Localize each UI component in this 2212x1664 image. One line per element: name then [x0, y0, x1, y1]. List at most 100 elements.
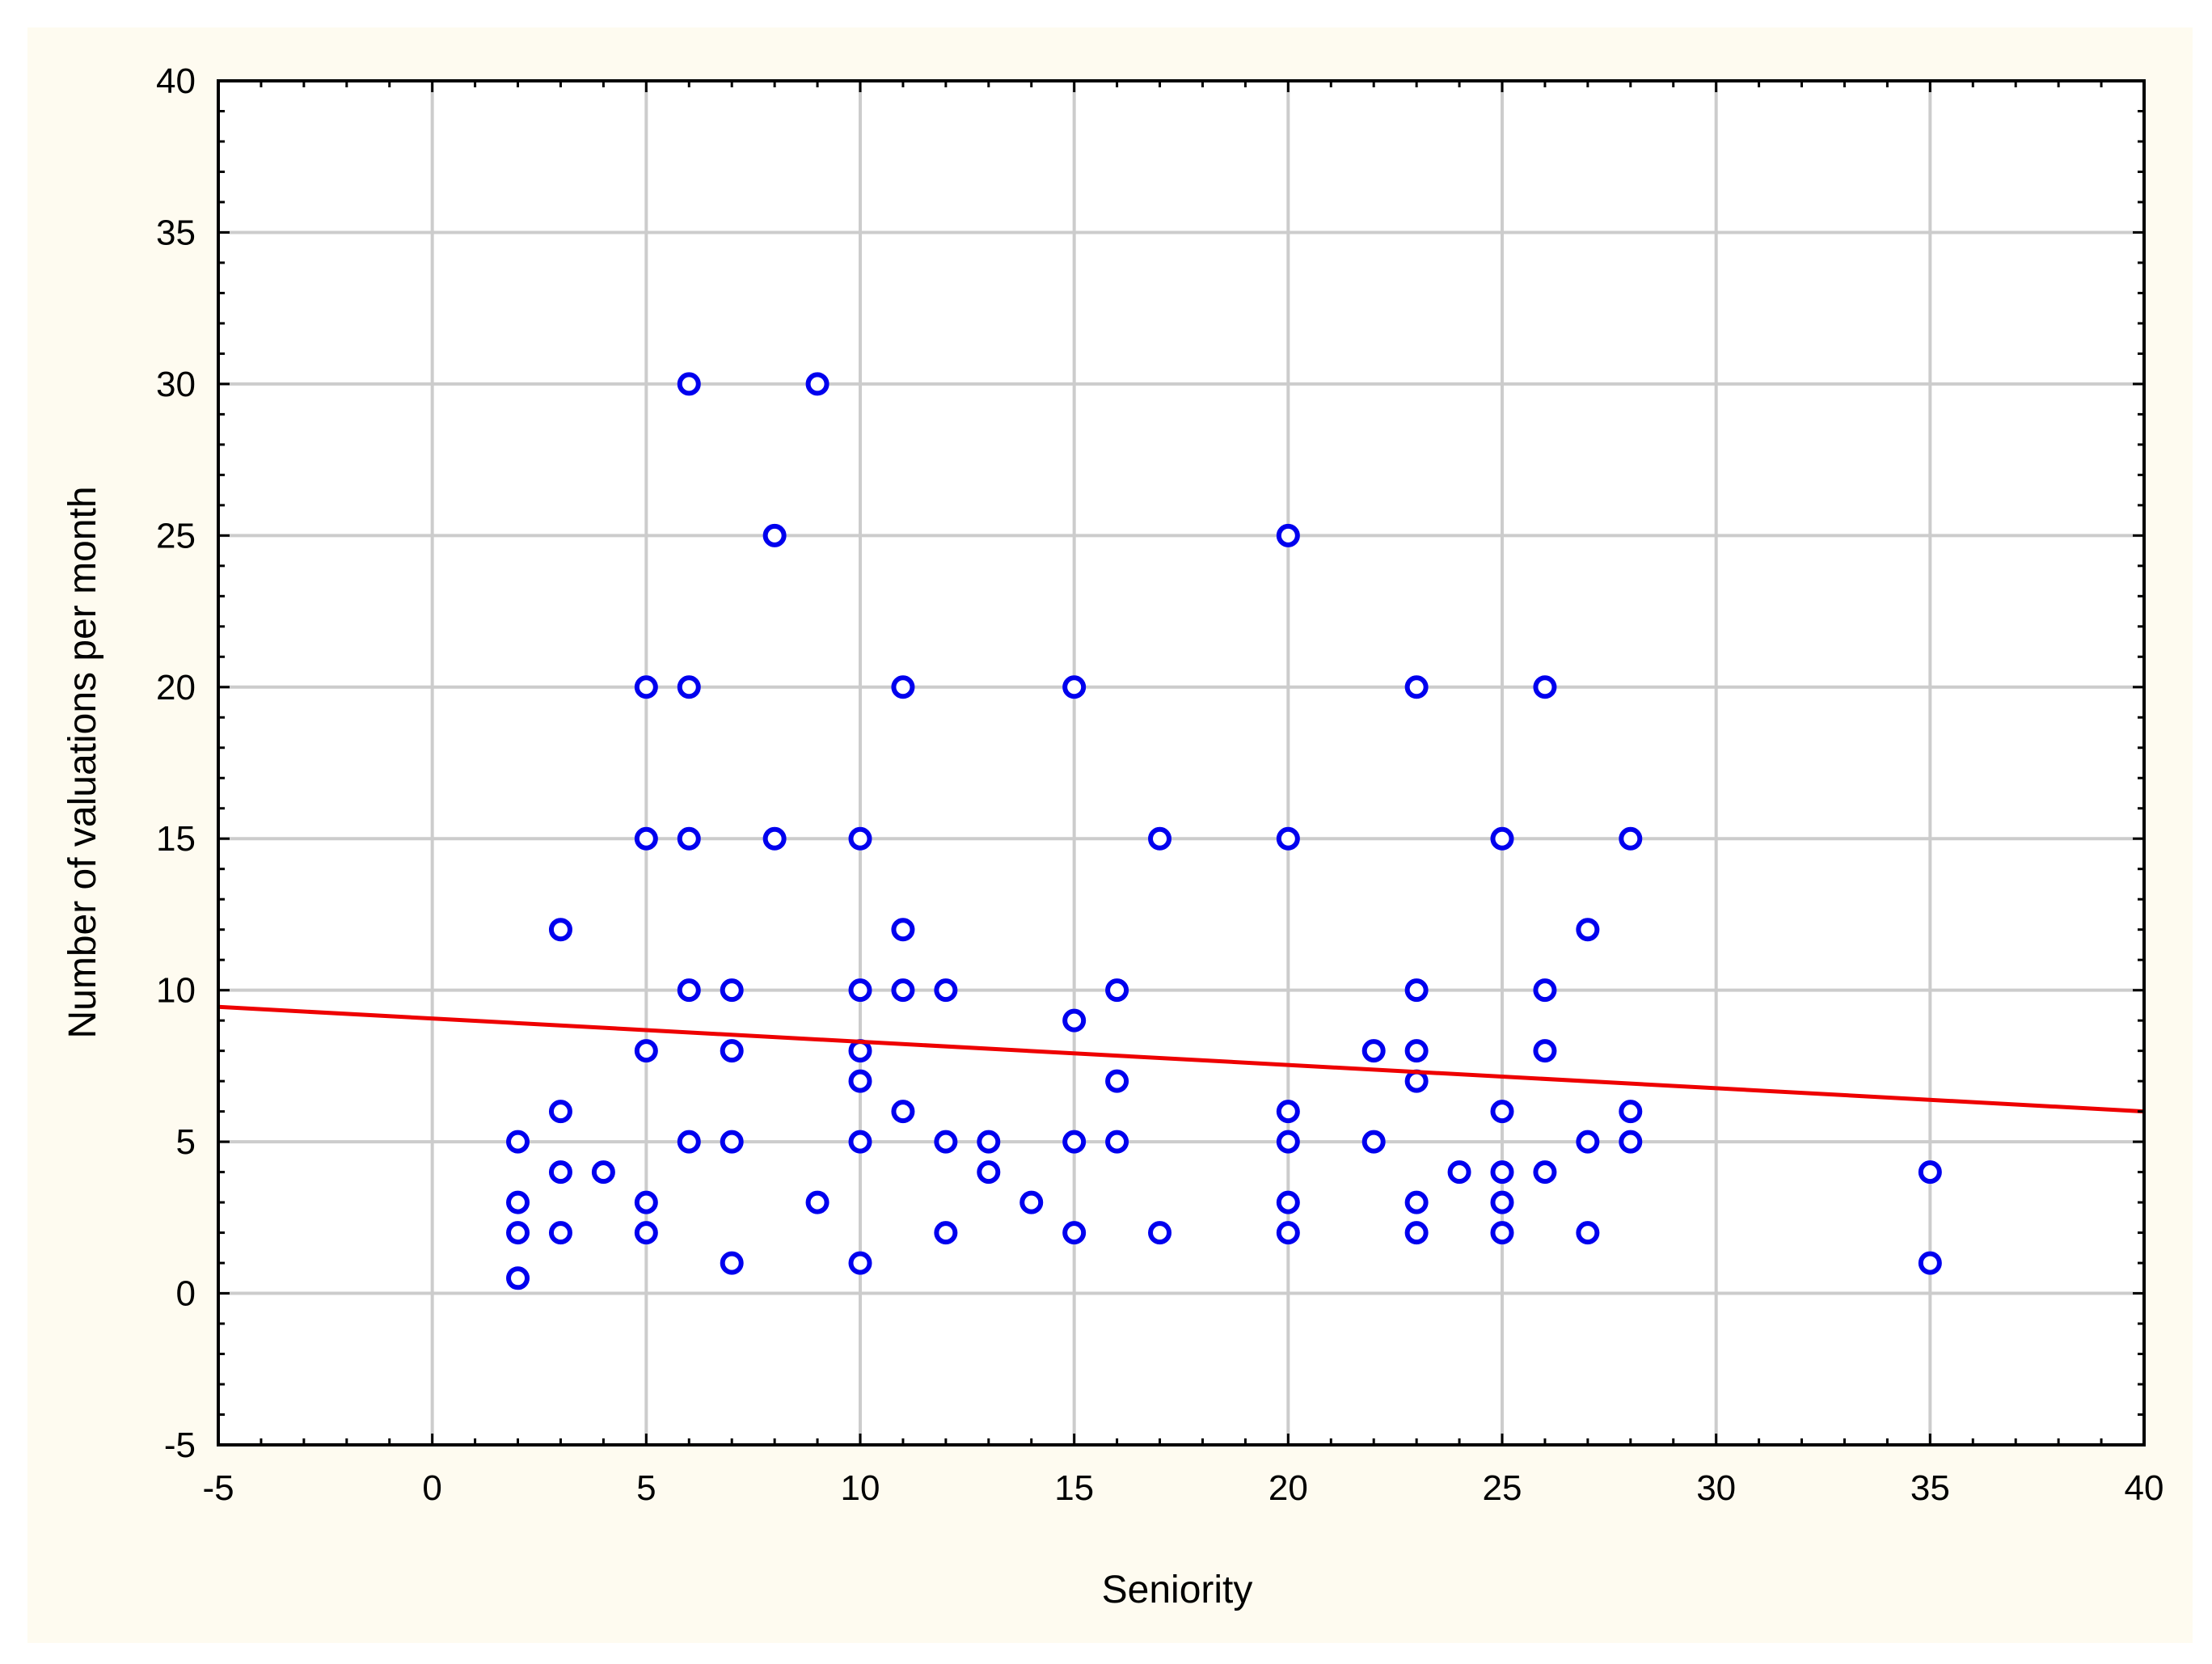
- data-point: [1576, 1130, 1600, 1154]
- x-tick-label: 5: [636, 1468, 656, 1508]
- data-point: [977, 1130, 1001, 1154]
- data-point: [805, 372, 830, 396]
- data-point: [506, 1221, 530, 1245]
- data-point: [1404, 1221, 1429, 1245]
- y-tick-label: 20: [156, 668, 196, 707]
- y-axis-tick-labels: -5 0 5 10 15 20 25 30 35 40: [156, 61, 196, 1465]
- data-point: [506, 1190, 530, 1214]
- data-point: [1276, 1100, 1300, 1124]
- data-point: [548, 1100, 572, 1124]
- data-point: [1404, 1190, 1429, 1214]
- y-tick-label: 0: [176, 1274, 196, 1314]
- data-point: [1105, 1069, 1129, 1093]
- data-point: [1918, 1251, 1942, 1275]
- data-point: [634, 826, 658, 851]
- data-point: [1105, 978, 1129, 1003]
- data-point: [891, 918, 915, 942]
- data-point: [591, 1160, 615, 1185]
- data-point: [762, 523, 787, 547]
- y-tick-label: 30: [156, 365, 196, 404]
- x-tick-label: 30: [1696, 1468, 1736, 1508]
- data-point: [1576, 918, 1600, 942]
- x-axis-title: Seniority: [1102, 1569, 1253, 1611]
- data-point: [977, 1160, 1001, 1185]
- data-point: [677, 675, 701, 699]
- x-tick-label: 10: [841, 1468, 880, 1508]
- x-tick-label: 15: [1054, 1468, 1094, 1508]
- data-point: [548, 1160, 572, 1185]
- data-point: [720, 1039, 744, 1063]
- gridlines: [218, 81, 2144, 1445]
- y-tick-label: 40: [156, 61, 196, 101]
- data-point: [1490, 1160, 1514, 1185]
- data-point: [1062, 1008, 1087, 1033]
- data-point: [1447, 1160, 1471, 1185]
- y-tick-label: -5: [164, 1425, 196, 1465]
- data-point: [934, 1130, 958, 1154]
- y-tick-label: 25: [156, 516, 196, 555]
- data-point: [677, 1130, 701, 1154]
- data-point: [934, 978, 958, 1003]
- plot-area: [218, 81, 2144, 1445]
- regression-line-group: [217, 1004, 2145, 1114]
- data-point: [1148, 826, 1172, 851]
- data-point: [1404, 1069, 1429, 1093]
- y-tick-label: 10: [156, 971, 196, 1011]
- data-point: [1404, 1039, 1429, 1063]
- data-point: [1619, 1100, 1643, 1124]
- data-point: [848, 1130, 872, 1154]
- data-point: [1619, 1130, 1643, 1154]
- data-point: [1276, 523, 1300, 547]
- data-point: [1404, 675, 1429, 699]
- data-point: [1533, 1039, 1557, 1063]
- x-axis-tick-labels: -5 0 5 10 15 20 25 30 35 40: [202, 1468, 2163, 1508]
- y-axis-title: Number of valuations per month: [61, 486, 104, 1038]
- x-tick-label: 25: [1483, 1468, 1522, 1508]
- data-point: [677, 826, 701, 851]
- data-point: [1576, 1221, 1600, 1245]
- data-point: [1276, 1190, 1300, 1214]
- data-point: [1105, 1130, 1129, 1154]
- minor-ticks: [217, 79, 2146, 1446]
- data-point: [1148, 1221, 1172, 1245]
- data-point: [848, 1039, 872, 1063]
- data-point: [848, 1069, 872, 1093]
- data-point: [677, 978, 701, 1003]
- data-point: [1062, 675, 1087, 699]
- data-point: [1276, 826, 1300, 851]
- x-tick-label: 20: [1269, 1468, 1308, 1508]
- data-point: [720, 978, 744, 1003]
- data-point: [1490, 826, 1514, 851]
- data-point: [720, 1130, 744, 1154]
- data-point: [805, 1190, 830, 1214]
- data-point: [1361, 1039, 1386, 1063]
- data-point: [848, 978, 872, 1003]
- regression-line: [217, 1004, 2145, 1114]
- data-points: [506, 372, 1942, 1290]
- x-tick-label: 40: [2125, 1468, 2164, 1508]
- data-point: [1361, 1130, 1386, 1154]
- data-point: [1019, 1190, 1044, 1214]
- data-point: [1276, 1130, 1300, 1154]
- data-point: [1490, 1190, 1514, 1214]
- data-point: [848, 1251, 872, 1275]
- data-point: [548, 1221, 572, 1245]
- data-point: [891, 1100, 915, 1124]
- x-tick-label: 0: [422, 1468, 441, 1508]
- data-point: [1062, 1221, 1087, 1245]
- data-point: [1490, 1221, 1514, 1245]
- data-point: [891, 675, 915, 699]
- data-point: [1276, 1221, 1300, 1245]
- data-point: [677, 372, 701, 396]
- data-point: [634, 1221, 658, 1245]
- data-point: [634, 1039, 658, 1063]
- y-tick-label: 5: [176, 1122, 196, 1162]
- data-point: [1918, 1160, 1942, 1185]
- data-point: [891, 978, 915, 1003]
- data-point: [848, 826, 872, 851]
- data-point: [506, 1266, 530, 1290]
- data-point: [1619, 826, 1643, 851]
- y-tick-label: 35: [156, 213, 196, 252]
- y-tick-label: 15: [156, 819, 196, 859]
